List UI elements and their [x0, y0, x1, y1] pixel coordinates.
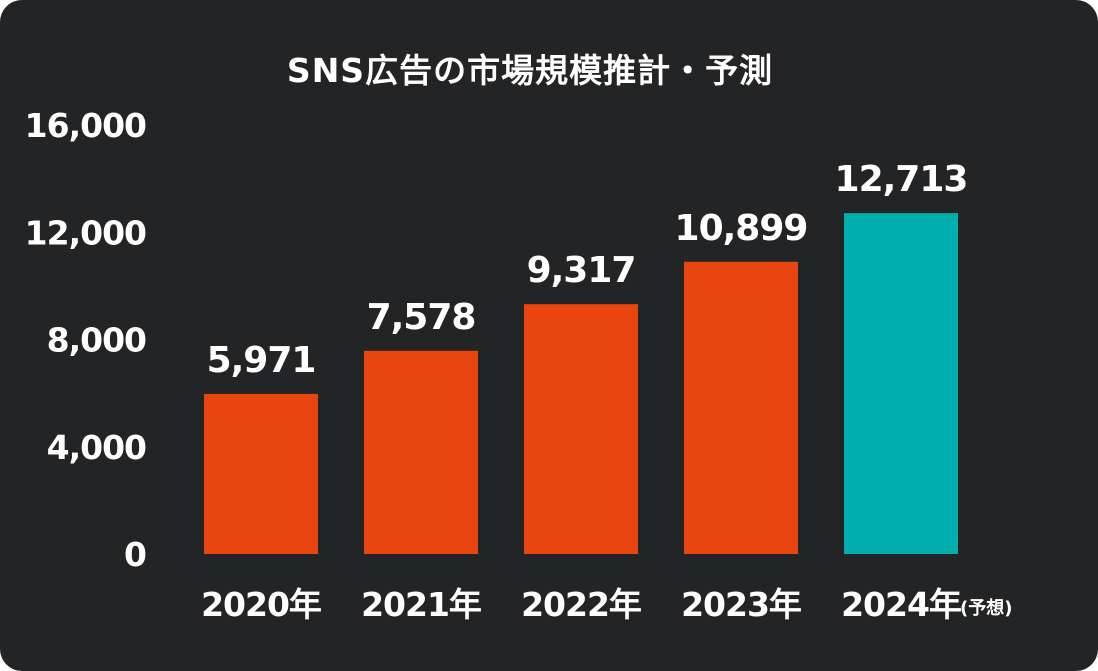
category-label: 2023年: [681, 585, 802, 624]
value-label: 10,899: [675, 208, 808, 249]
category-label: 2021年: [361, 585, 482, 624]
bar-2024年: [844, 213, 958, 554]
y-tick-label: 0: [124, 535, 146, 574]
chart-title: SNS広告の市場規模推計・予測: [286, 51, 774, 90]
category-label: 2022年: [521, 585, 642, 624]
category-label: 2020年: [201, 585, 322, 624]
value-label: 5,971: [207, 340, 316, 381]
bar-2023年: [684, 261, 798, 554]
bar-2020年: [204, 393, 318, 554]
bar-2022年: [524, 304, 638, 554]
y-tick-label: 12,000: [25, 213, 146, 252]
y-tick-label: 4,000: [47, 428, 146, 467]
category-label: 2024年: [841, 585, 962, 624]
y-tick-label: 16,000: [25, 106, 146, 145]
value-label: 7,578: [367, 297, 476, 338]
bar-2021年: [364, 350, 478, 554]
value-label: 9,317: [527, 250, 636, 291]
category-note: (予想): [960, 597, 1012, 619]
value-label: 12,713: [835, 159, 968, 200]
y-tick-label: 8,000: [47, 321, 146, 360]
